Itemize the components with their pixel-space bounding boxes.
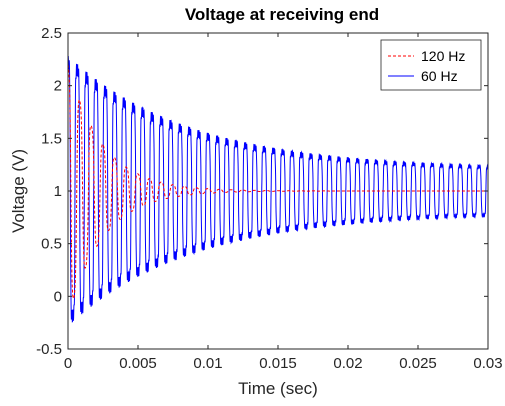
x-tick-label: 0.015 bbox=[259, 355, 297, 372]
legend-label-60hz: 60 Hz bbox=[421, 68, 458, 84]
x-tick-label: 0 bbox=[64, 355, 72, 372]
y-tick-label: 0.5 bbox=[41, 236, 62, 253]
x-tick-label: 0.03 bbox=[473, 355, 502, 372]
chart-title: Voltage at receiving end bbox=[185, 5, 379, 24]
legend-box bbox=[380, 39, 482, 91]
y-tick-label: -0.5 bbox=[36, 341, 62, 358]
x-tick-label: 0.01 bbox=[193, 355, 222, 372]
y-tick-label: 2 bbox=[54, 78, 62, 95]
y-tick-label: 0 bbox=[54, 288, 62, 305]
x-axis-ticks: 0 0.005 0.01 0.015 0.02 0.025 0.03 bbox=[64, 33, 503, 372]
series-line-120hz bbox=[67, 64, 488, 300]
y-axis-label: Voltage (V) bbox=[9, 149, 28, 233]
x-tick-label: 0.025 bbox=[399, 355, 437, 372]
series-line-60hz bbox=[67, 55, 489, 323]
legend: 120 Hz 60 Hz bbox=[380, 39, 482, 91]
x-tick-label: 0.005 bbox=[119, 355, 157, 372]
y-tick-label: 2.5 bbox=[41, 25, 62, 42]
y-tick-label: 1.5 bbox=[41, 130, 62, 147]
series-layer bbox=[67, 55, 489, 323]
x-tick-label: 0.02 bbox=[333, 355, 362, 372]
x-axis-label: Time (sec) bbox=[238, 379, 318, 398]
y-tick-label: 1 bbox=[54, 183, 62, 200]
legend-label-120hz: 120 Hz bbox=[421, 48, 465, 64]
y-axis-ticks: -0.5 0 0.5 1 1.5 2 2.5 bbox=[36, 25, 488, 358]
